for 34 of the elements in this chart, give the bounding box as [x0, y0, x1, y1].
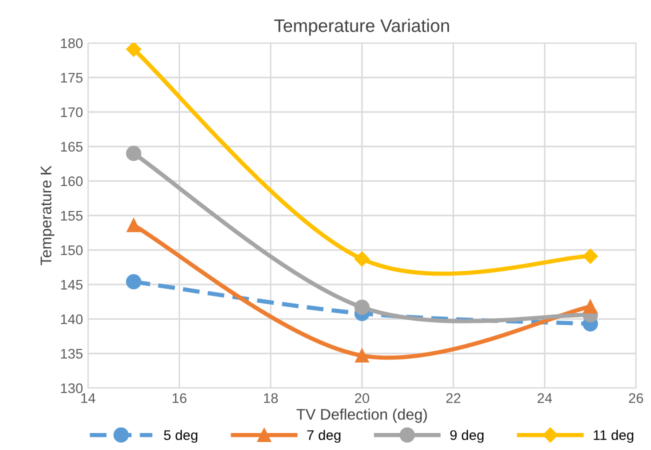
- point: [126, 218, 141, 232]
- y-tick-label: 155: [61, 210, 83, 221]
- point: [583, 300, 598, 314]
- x-tick-label: 26: [628, 393, 644, 404]
- x-tick-label: 14: [81, 393, 96, 403]
- x-tick-label: 20: [354, 393, 370, 404]
- point: [126, 43, 142, 57]
- legend-label: 5 deg: [164, 430, 198, 443]
- x-tick-label: 18: [264, 393, 278, 404]
- point: [354, 300, 370, 315]
- y-axis-title: Temperature K: [40, 166, 54, 266]
- legend-label: 9 deg: [450, 430, 484, 443]
- legend-label: 7 deg: [307, 430, 340, 443]
- y-tick-label: 175: [61, 72, 83, 83]
- y-tick-label: 145: [61, 280, 83, 290]
- x-tick-label: 16: [172, 393, 186, 404]
- y-tick-label: 135: [61, 348, 83, 359]
- x-axis-title: TV Deflection (deg): [296, 408, 427, 423]
- y-tick-label: 130: [61, 383, 83, 394]
- chart-title: Temperature Variation: [274, 18, 449, 36]
- x-tick-label: 24: [538, 393, 552, 403]
- legend-label: 11 deg: [594, 430, 634, 443]
- point: [354, 251, 370, 267]
- y-tick-label: 165: [61, 142, 83, 152]
- x-tick-label: 22: [446, 393, 460, 403]
- y-tick-label: 140: [61, 314, 83, 324]
- y-tick-label: 160: [61, 176, 83, 186]
- y-tick-label: 170: [61, 107, 83, 118]
- point: [582, 248, 598, 264]
- y-tick-label: 180: [61, 38, 83, 48]
- y-tick-label: 150: [61, 245, 83, 256]
- point: [126, 274, 142, 290]
- point: [355, 348, 369, 363]
- point: [126, 146, 142, 162]
